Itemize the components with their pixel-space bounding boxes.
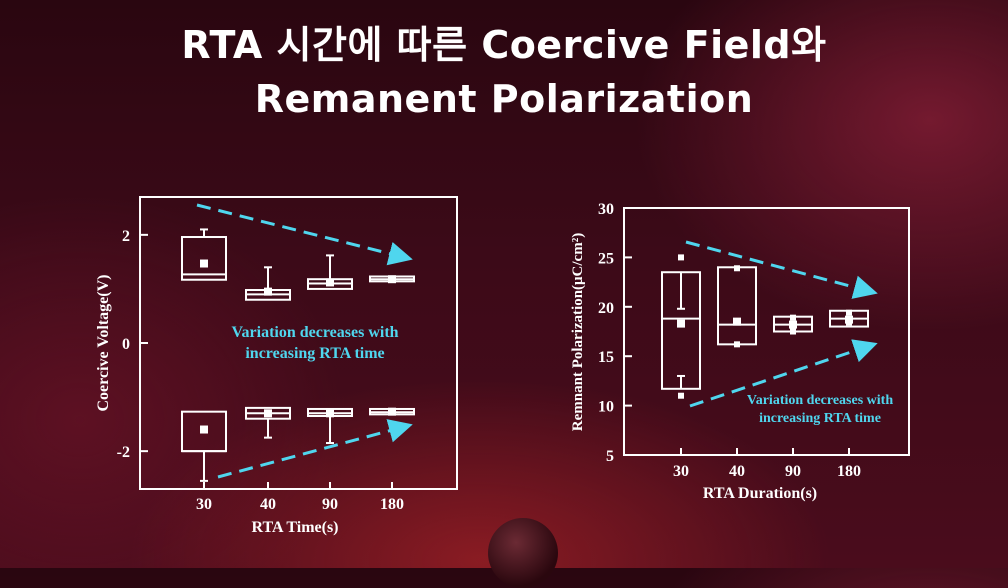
coercive-x-tick-label: 40 [260, 496, 276, 513]
slide-title-line-1: RTA 시간에 따른 Coercive Field와 [181, 23, 827, 67]
charts-canvas: RTA Time(s) Coercive Voltage(V) Variatio… [95, 196, 910, 536]
polarization-annotation-line-2: increasing RTA time [759, 411, 881, 426]
polarization-data-point [678, 254, 684, 261]
polarization-y-tick-label: 20 [598, 300, 614, 317]
coercive-x-tick-label: 90 [322, 496, 338, 513]
polarization-box-remnant-polarization [717, 266, 757, 346]
polarization-box-mean-marker [733, 317, 741, 326]
polarization-x-tick-label: 180 [837, 463, 861, 480]
coercive-y-tick-label: 0 [122, 336, 130, 353]
coercive-chart: RTA Time(s) Coercive Voltage(V) Variatio… [95, 196, 458, 536]
coercive-box-mean-marker [264, 409, 272, 418]
polarization-box-remnant-polarization [661, 271, 701, 390]
polarization-box-mean-marker [789, 320, 797, 329]
coercive-y-axis-label: Coercive Voltage(V) [95, 275, 112, 412]
polarization-y-axis-label: Remnant Polarization(μC/cm²) [570, 233, 586, 431]
polarization-data-point [790, 328, 796, 335]
polarization-plot-frame [623, 207, 910, 456]
polarization-chart: RTA Duration(s) Remnant Polarization(μC/… [570, 207, 910, 502]
coercive-box-mean-marker [388, 407, 396, 416]
polarization-data-point [846, 309, 852, 316]
coercive-box-mean-marker [388, 275, 396, 284]
slide-title-line-2: Remanent Polarization [254, 77, 754, 121]
coercive-box-mean-marker [264, 287, 272, 296]
coercive-lower-trend-arrow [217, 419, 413, 479]
polarization-x-tick-label: 90 [785, 463, 801, 480]
polarization-upper-trend-arrow [685, 240, 878, 299]
coercive-box-positive-coercive-voltage [181, 236, 227, 281]
polarization-x-tick-label: 40 [729, 463, 745, 480]
polarization-data-point [678, 392, 684, 399]
polarization-y-tick-label: 25 [598, 250, 614, 267]
coercive-box-mean-marker [326, 278, 334, 287]
polarization-box-mean-marker [677, 319, 685, 328]
polarization-y-tick-label: 30 [598, 201, 614, 218]
polarization-data-point [846, 319, 852, 326]
coercive-y-tick-label: -2 [117, 444, 130, 461]
coercive-box-mean-marker [200, 425, 208, 434]
polarization-data-point [790, 314, 796, 321]
coercive-box-mean-marker [326, 409, 334, 418]
polarization-y-tick-label: 15 [598, 349, 614, 366]
polarization-annotation-line-1: Variation decreases with [747, 393, 893, 408]
polarization-y-tick-label: 5 [606, 448, 614, 465]
coercive-x-tick-label: 30 [196, 496, 212, 513]
coercive-x-axis-label: RTA Time(s) [252, 519, 339, 536]
coercive-y-tick-label: 2 [122, 228, 130, 245]
coercive-box-mean-marker [200, 259, 208, 268]
polarization-y-tick-label: 10 [598, 399, 614, 416]
polarization-x-axis-label: RTA Duration(s) [703, 485, 817, 502]
coercive-plot-frame [139, 196, 458, 490]
polarization-data-point [734, 341, 740, 348]
polarization-lower-trend-arrow [689, 339, 878, 408]
polarization-data-point [734, 265, 740, 272]
polarization-x-tick-label: 30 [673, 463, 689, 480]
coercive-x-tick-label: 180 [380, 496, 404, 513]
coercive-annotation-line-1: Variation decreases with [231, 324, 398, 341]
slide-title: RTA 시간에 따른 Coercive Field와 Remanent Pola… [0, 18, 1008, 126]
coercive-annotation-line-2: increasing RTA time [245, 345, 384, 362]
coercive-upper-trend-arrow [196, 203, 413, 266]
